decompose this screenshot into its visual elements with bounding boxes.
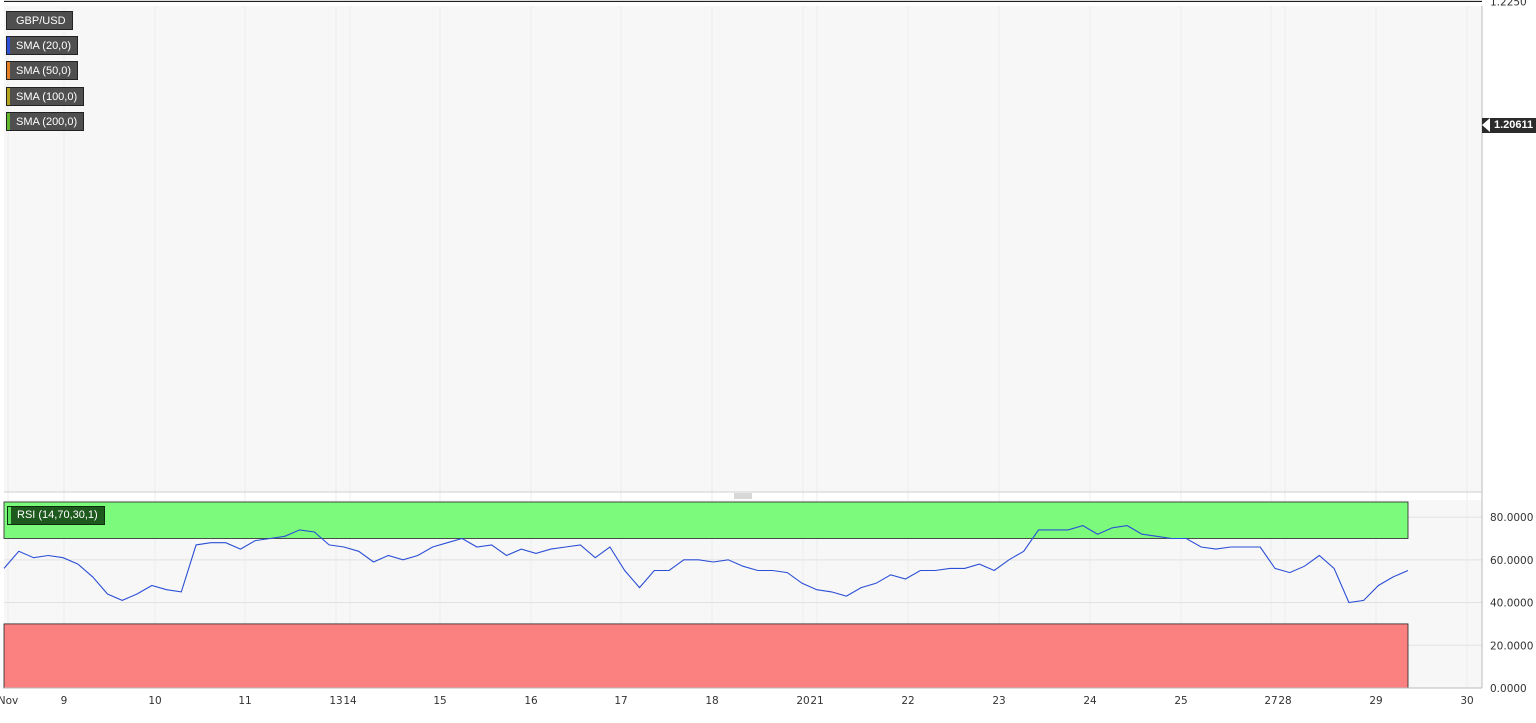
time-tick-label: 16 <box>524 695 538 707</box>
price-tick-label: 1.2250 <box>1490 0 1527 8</box>
rsi-line <box>3 525 1409 604</box>
rsi-tick-label: 0.0000 <box>1490 683 1527 695</box>
legend-rsi-label: RSI (14,70,30,1) <box>17 509 98 521</box>
legend-sma200[interactable]: SMA (200,0) <box>6 112 85 131</box>
last-price-tag: 1.20611 <box>1482 118 1536 133</box>
time-tick-label: 30 <box>1460 695 1473 707</box>
time-tick-label: 18 <box>705 695 718 707</box>
time-tick-label: 9 <box>61 695 68 707</box>
sma100-swatch <box>7 88 10 105</box>
sma200-swatch <box>7 113 10 130</box>
time-tick-label: 10 <box>148 695 161 707</box>
rsi-tick-label: 60.0000 <box>1490 555 1533 567</box>
legend-symbol[interactable]: GBP/USD <box>6 11 73 30</box>
time-tick-label: 15 <box>433 695 446 707</box>
time-tick-label: 21 <box>810 695 823 707</box>
sma20-swatch <box>7 37 10 54</box>
rsi-tick-label: 40.0000 <box>1490 598 1533 610</box>
time-tick-label: 25 <box>1174 695 1187 707</box>
time-tick-label: 27 <box>1264 695 1277 707</box>
legend-sma100-label: SMA (100,0) <box>16 91 78 103</box>
rsi-tick-label: 80.0000 <box>1490 512 1533 524</box>
legend-sma50[interactable]: SMA (50,0) <box>6 61 79 80</box>
rsi-swatch <box>8 507 11 524</box>
time-tick-label: 23 <box>992 695 1005 707</box>
time-tick-label: 13 <box>329 695 342 707</box>
time-tick-label: 17 <box>614 695 627 707</box>
legend-sma20-label: SMA (20,0) <box>16 40 72 52</box>
time-tick-label: 14 <box>343 695 357 707</box>
time-tick-label: 29 <box>1369 695 1382 707</box>
legend-sma200-label: SMA (200,0) <box>16 116 78 128</box>
legend-sma50-label: SMA (50,0) <box>16 65 72 77</box>
price-panel-bg <box>4 6 1482 492</box>
legend-rsi[interactable]: RSI (14,70,30,1) <box>7 506 105 525</box>
legend-sma100[interactable]: SMA (100,0) <box>6 87 85 106</box>
time-tick-label: 28 <box>1278 695 1291 707</box>
sma50-swatch <box>7 62 10 79</box>
legend-sma20[interactable]: SMA (20,0) <box>6 36 79 55</box>
legend-symbol-label: GBP/USD <box>16 15 66 27</box>
time-tick-label: 20 <box>796 695 809 707</box>
rsi-oversold-zone <box>3 623 1409 689</box>
rsi-overbought-zone <box>3 501 1409 539</box>
time-tick-label: 11 <box>238 695 251 707</box>
rsi-tick-label: 20.0000 <box>1490 640 1533 652</box>
time-tick-label: 22 <box>901 695 914 707</box>
time-tick-label: 24 <box>1083 695 1097 707</box>
time-tick-label: Nov <box>0 695 18 707</box>
last-price-value: 1.20611 <box>1494 119 1534 131</box>
